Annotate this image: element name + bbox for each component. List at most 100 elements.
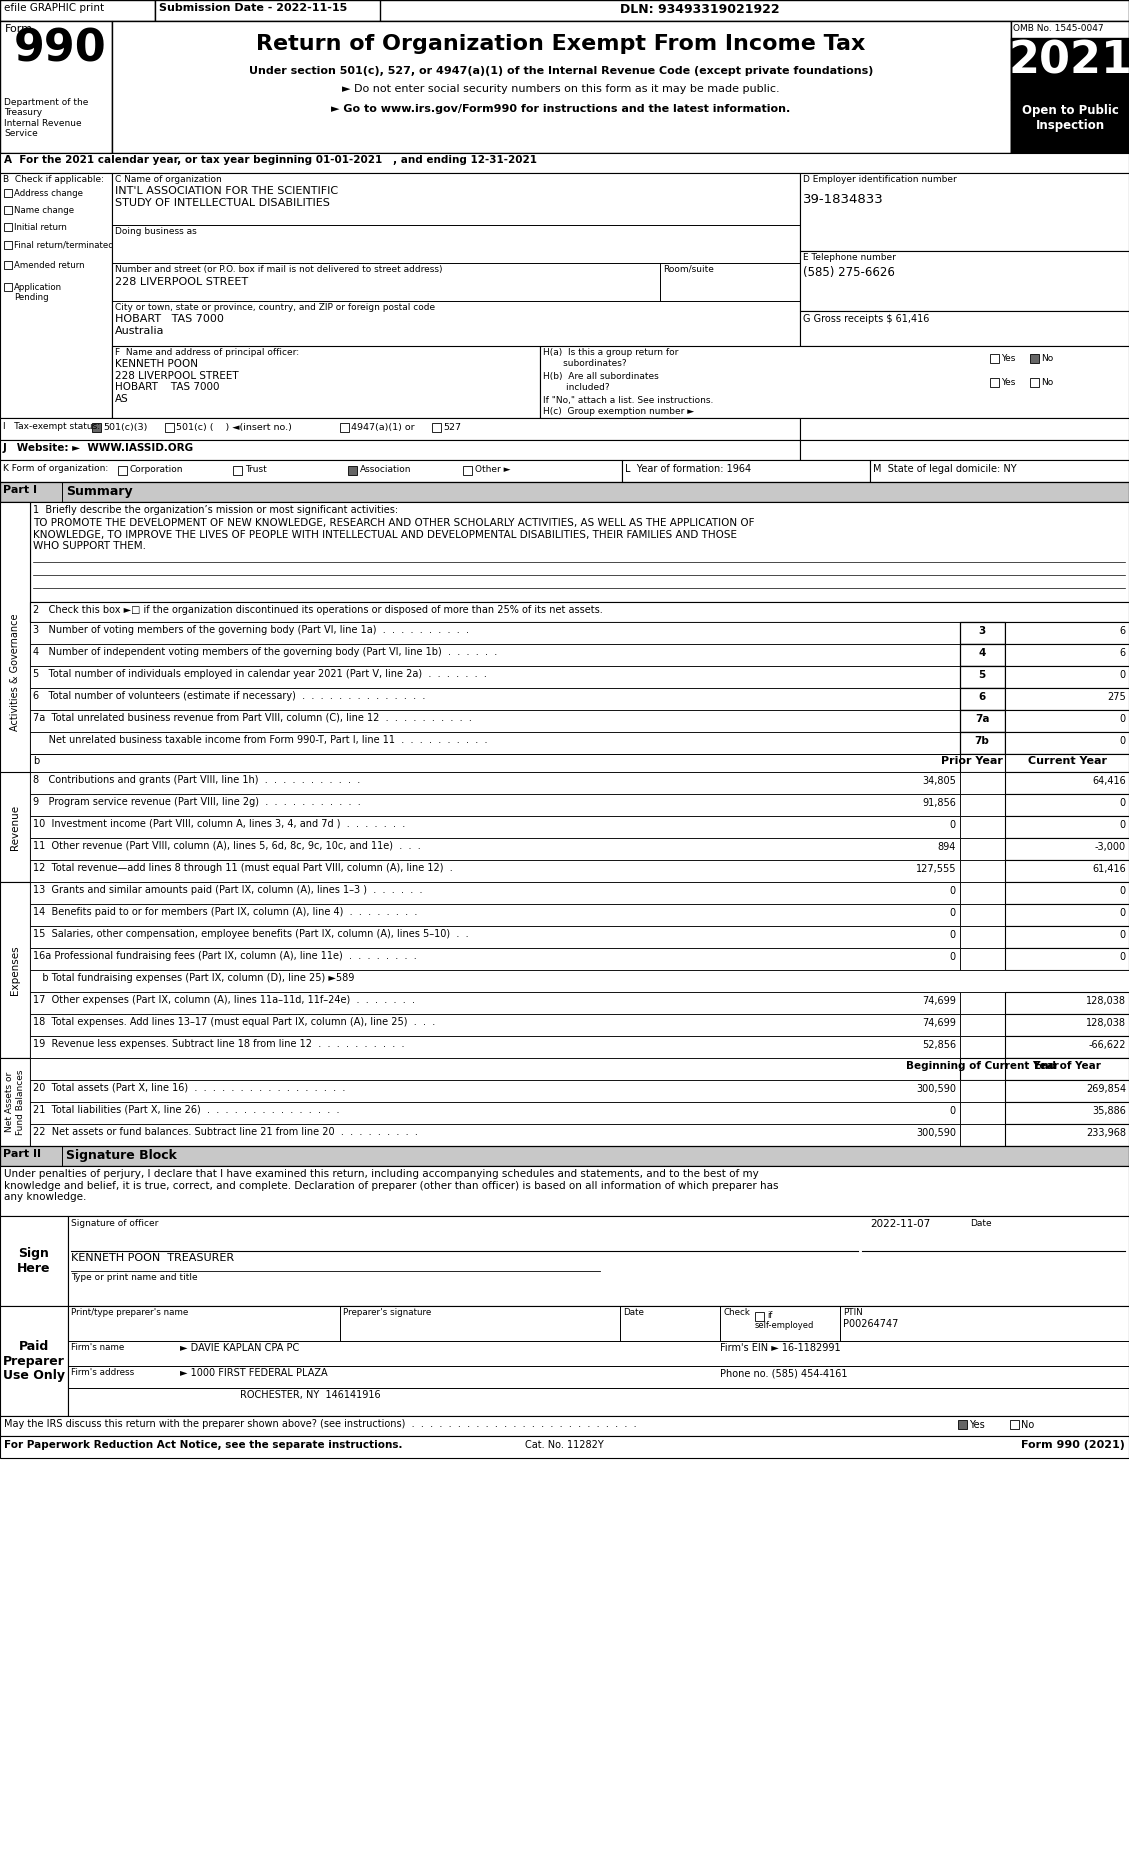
Bar xyxy=(0,772,30,882)
Text: 1  Briefly describe the organization’s mission or most significant activities:: 1 Briefly describe the organization’s mi… xyxy=(33,505,399,514)
Text: Expenses: Expenses xyxy=(10,945,20,995)
Bar xyxy=(960,816,1005,839)
Bar xyxy=(1005,733,1129,755)
Text: Phone no. (585) 454-4161: Phone no. (585) 454-4161 xyxy=(720,1368,848,1377)
Text: P00264747: P00264747 xyxy=(843,1320,899,1329)
Text: 6: 6 xyxy=(1120,626,1126,636)
Text: 22  Net assets or fund balances. Subtract line 21 from line 20  .  .  .  .  .  .: 22 Net assets or fund balances. Subtract… xyxy=(33,1128,418,1137)
Text: 0: 0 xyxy=(1120,953,1126,962)
Text: Form: Form xyxy=(5,24,33,34)
Bar xyxy=(30,859,960,882)
Bar xyxy=(0,460,622,483)
Text: Preparer's signature: Preparer's signature xyxy=(343,1309,431,1318)
Text: b Total fundraising expenses (Part IX, column (D), line 25) ►589: b Total fundraising expenses (Part IX, c… xyxy=(33,973,355,982)
Text: H(b)  Are all subordinates: H(b) Are all subordinates xyxy=(543,373,658,380)
Bar xyxy=(960,839,1005,859)
Text: Under penalties of perjury, I declare that I have examined this return, includin: Under penalties of perjury, I declare th… xyxy=(5,1169,779,1202)
Text: 17  Other expenses (Part IX, column (A), lines 11a–11d, 11f–24e)  .  .  .  .  . : 17 Other expenses (Part IX, column (A), … xyxy=(33,995,415,1005)
Bar xyxy=(30,1059,960,1079)
Text: Open to Public
Inspection: Open to Public Inspection xyxy=(1022,104,1119,132)
Bar xyxy=(0,1146,1129,1167)
Bar xyxy=(960,643,1005,665)
Bar xyxy=(30,772,960,794)
Text: 0: 0 xyxy=(1120,669,1126,680)
Bar xyxy=(1005,772,1129,794)
Bar xyxy=(1010,37,1129,101)
Text: 6: 6 xyxy=(979,692,986,703)
Text: 5   Total number of individuals employed in calendar year 2021 (Part V, line 2a): 5 Total number of individuals employed i… xyxy=(33,669,487,678)
Bar xyxy=(1010,1420,1019,1430)
Text: ROCHESTER, NY  146141916: ROCHESTER, NY 146141916 xyxy=(240,1391,380,1400)
Bar xyxy=(960,665,1005,688)
Bar xyxy=(0,0,155,21)
Bar xyxy=(0,153,1129,173)
Bar xyxy=(30,733,960,755)
Text: E Telephone number: E Telephone number xyxy=(803,254,896,263)
Bar xyxy=(30,1079,960,1102)
Bar xyxy=(233,466,242,475)
Text: 6   Total number of volunteers (estimate if necessary)  .  .  .  .  .  .  .  .  : 6 Total number of volunteers (estimate i… xyxy=(33,692,426,701)
Bar xyxy=(1005,949,1129,969)
Text: 228 LIVERPOOL STREET: 228 LIVERPOOL STREET xyxy=(115,278,248,287)
Bar xyxy=(0,1059,30,1146)
Text: HOBART   TAS 7000
Australia: HOBART TAS 7000 Australia xyxy=(115,313,224,336)
Bar xyxy=(30,623,960,643)
Text: 3   Number of voting members of the governing body (Part VI, line 1a)  .  .  .  : 3 Number of voting members of the govern… xyxy=(33,624,469,636)
Text: Department of the
Treasury
Internal Revenue
Service: Department of the Treasury Internal Reve… xyxy=(5,99,88,138)
Bar xyxy=(30,643,960,665)
Text: 15  Salaries, other compensation, employee benefits (Part IX, column (A), lines : 15 Salaries, other compensation, employe… xyxy=(33,928,469,939)
Text: b: b xyxy=(33,757,40,766)
Bar xyxy=(5,261,12,268)
Text: 990: 990 xyxy=(14,28,107,71)
Text: Number and street (or P.O. box if mail is not delivered to street address): Number and street (or P.O. box if mail i… xyxy=(115,265,443,274)
Bar xyxy=(1005,794,1129,816)
Text: 11  Other revenue (Part VIII, column (A), lines 5, 6d, 8c, 9c, 10c, and 11e)  . : 11 Other revenue (Part VIII, column (A),… xyxy=(33,841,421,852)
Text: B  Check if applicable:: B Check if applicable: xyxy=(3,175,104,185)
Text: 0: 0 xyxy=(949,930,956,939)
Text: H(c)  Group exemption number ►: H(c) Group exemption number ► xyxy=(543,406,694,416)
Text: 10  Investment income (Part VIII, column A, lines 3, 4, and 7d )  .  .  .  .  . : 10 Investment income (Part VIII, column … xyxy=(33,818,405,829)
Text: 20  Total assets (Part X, line 16)  .  .  .  .  .  .  .  .  .  .  .  .  .  .  . : 20 Total assets (Part X, line 16) . . . … xyxy=(33,1083,345,1092)
Text: self-employed: self-employed xyxy=(755,1322,814,1331)
Text: Application
Pending: Application Pending xyxy=(14,283,62,302)
Bar xyxy=(959,1420,968,1430)
Text: Current Year: Current Year xyxy=(1027,757,1106,766)
Text: 34,805: 34,805 xyxy=(922,775,956,787)
Text: Yes: Yes xyxy=(1001,354,1015,363)
Bar xyxy=(960,859,1005,882)
Text: Yes: Yes xyxy=(969,1420,984,1430)
Text: 0: 0 xyxy=(1120,908,1126,917)
Bar xyxy=(0,418,800,440)
Bar xyxy=(30,1102,960,1124)
Text: TO PROMOTE THE DEVELOPMENT OF NEW KNOWLEDGE, RESEARCH AND OTHER SCHOLARLY ACTIVI: TO PROMOTE THE DEVELOPMENT OF NEW KNOWLE… xyxy=(33,518,754,552)
Bar xyxy=(68,1215,1129,1307)
Text: Summary: Summary xyxy=(65,485,132,498)
Bar xyxy=(0,882,30,1059)
Bar xyxy=(30,1036,960,1059)
Text: Signature of officer: Signature of officer xyxy=(71,1219,158,1228)
Bar xyxy=(112,173,800,418)
Text: 0: 0 xyxy=(949,885,956,897)
Bar xyxy=(0,483,1129,501)
Text: if: if xyxy=(767,1310,772,1320)
Text: Amended return: Amended return xyxy=(14,261,85,270)
Text: KENNETH POON  TREASURER: KENNETH POON TREASURER xyxy=(71,1253,234,1264)
Bar xyxy=(0,0,1129,21)
Bar xyxy=(30,949,960,969)
Text: Activities & Governance: Activities & Governance xyxy=(10,613,20,731)
Text: 0: 0 xyxy=(949,953,956,962)
Bar xyxy=(800,252,1129,311)
Text: 0: 0 xyxy=(949,820,956,829)
Text: 9   Program service revenue (Part VIII, line 2g)  .  .  .  .  .  .  .  .  .  .  : 9 Program service revenue (Part VIII, li… xyxy=(33,798,361,807)
Bar xyxy=(5,224,12,231)
Bar xyxy=(0,440,800,460)
Bar xyxy=(30,882,960,904)
Text: Print/type preparer's name: Print/type preparer's name xyxy=(71,1309,189,1318)
Bar xyxy=(0,1307,68,1417)
Text: Paid
Preparer
Use Only: Paid Preparer Use Only xyxy=(3,1340,65,1383)
Bar xyxy=(755,1312,764,1322)
Text: efile GRAPHIC print: efile GRAPHIC print xyxy=(5,4,104,13)
Bar xyxy=(1005,1059,1129,1079)
Text: 501(c) (    ) ◄(insert no.): 501(c) ( ) ◄(insert no.) xyxy=(176,423,292,432)
Text: Final return/terminated: Final return/terminated xyxy=(14,240,114,250)
